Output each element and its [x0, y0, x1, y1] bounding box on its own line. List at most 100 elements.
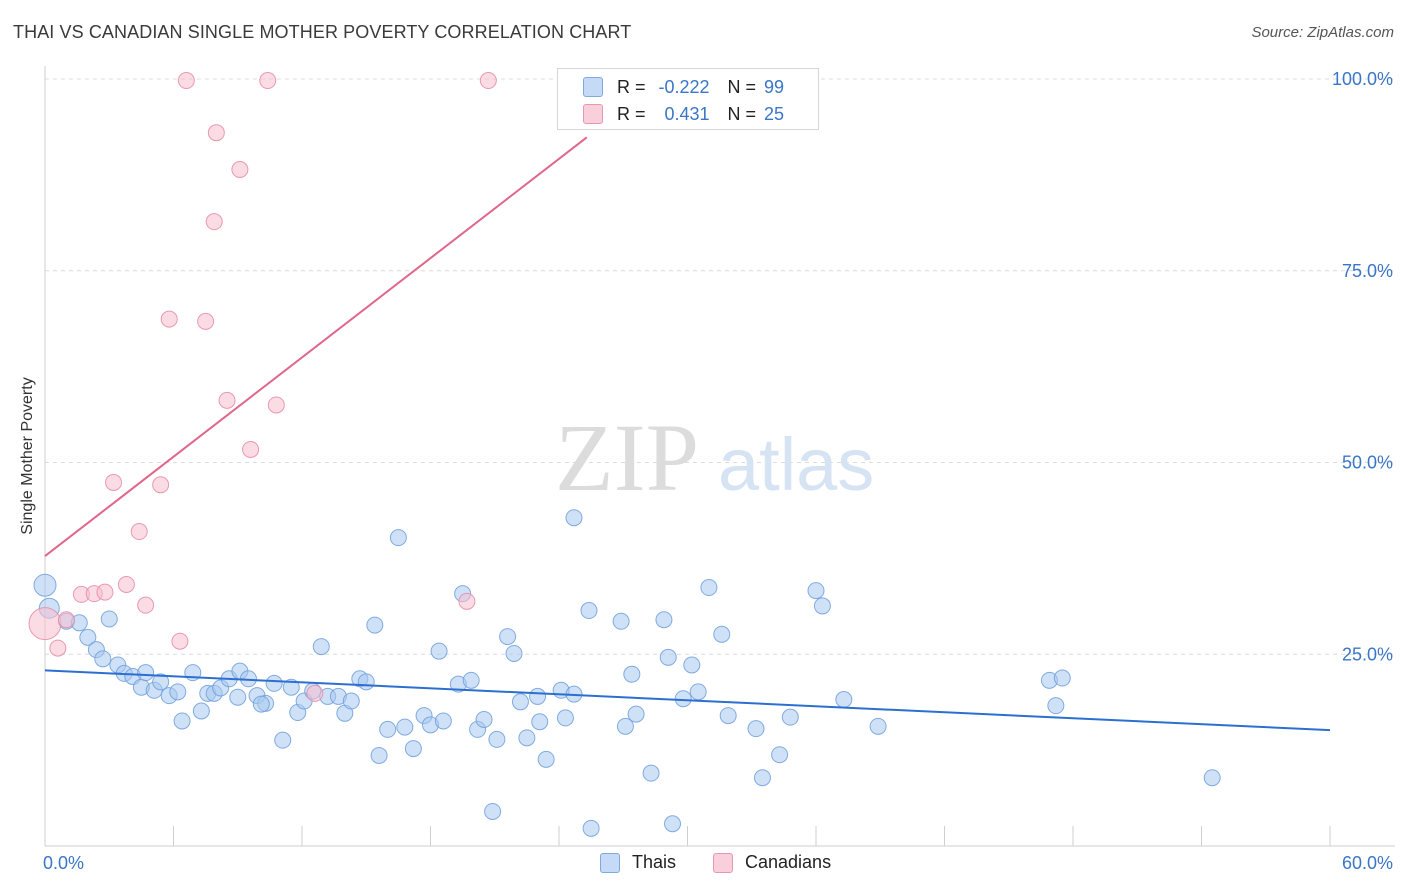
point-thais [79, 628, 97, 646]
watermark-zip: ZIP [555, 404, 699, 511]
point-thais [627, 705, 645, 723]
point-canadians [137, 596, 155, 614]
point-thais [192, 702, 210, 720]
point-canadians [259, 72, 277, 90]
point-thais [719, 707, 737, 725]
point-thais [655, 611, 673, 629]
n-label: N = [727, 76, 757, 97]
point-thais [683, 656, 701, 674]
point-thais [582, 819, 600, 837]
n-value: 25 [764, 103, 785, 124]
grid-lines [45, 78, 1395, 655]
point-canadians [458, 592, 476, 610]
point-thais [229, 688, 247, 706]
point-thais [781, 708, 799, 726]
point-canadians [49, 639, 67, 657]
point-thais [475, 710, 493, 728]
point-canadians [218, 391, 236, 409]
point-canadians [171, 632, 189, 650]
point-canadians [267, 396, 285, 414]
point-canadians [306, 684, 324, 702]
point-thais [370, 746, 388, 764]
point-canadians [197, 312, 215, 330]
r-value: -0.222 [658, 76, 710, 97]
point-thais [169, 683, 187, 701]
canadians-legend-swatch [713, 852, 733, 873]
point-thais [100, 610, 118, 628]
point-canadians [177, 72, 195, 90]
point-thais [33, 573, 57, 597]
canadians-swatch [583, 104, 603, 124]
point-thais [1053, 669, 1071, 687]
point-thais [612, 612, 630, 630]
point-thais [389, 529, 407, 547]
point-thais [518, 729, 536, 747]
point-thais [869, 717, 887, 735]
tick-labels: 25.0% 50.0% 75.0% 100.0% 0.0% 60.0% [43, 69, 1393, 873]
stats-row-thais: R = -0.222 N = 99 [583, 75, 784, 99]
point-canadians [28, 607, 62, 641]
point-canadians [105, 473, 123, 491]
point-canadians [479, 72, 497, 90]
point-canadians [117, 575, 135, 593]
point-canadians [130, 523, 148, 541]
point-thais [366, 616, 384, 634]
point-thais [274, 731, 292, 749]
point-thais [404, 740, 422, 758]
point-thais [813, 597, 831, 615]
stats-row-canadians: R = 0.431 N = 25 [583, 102, 784, 126]
chart-title: THAI VS CANADIAN SINGLE MOTHER POVERTY C… [13, 22, 632, 42]
watermark: ZIP atlas [555, 404, 874, 511]
point-thais [529, 687, 547, 705]
point-thais [580, 602, 598, 620]
point-canadians [242, 440, 260, 458]
trend-lines [44, 136, 1331, 732]
thais-swatch [583, 77, 603, 97]
point-thais [94, 650, 112, 668]
point-thais [531, 713, 549, 731]
y-tick-label: 50.0% [1342, 453, 1393, 473]
point-thais [499, 628, 517, 646]
point-thais [556, 709, 574, 727]
point-thais [835, 691, 853, 709]
point-thais [462, 671, 480, 689]
point-thais [252, 695, 270, 713]
trend-line-thais [44, 669, 1331, 732]
point-thais [700, 579, 718, 597]
point-thais [357, 673, 375, 691]
legend-item-canadians[interactable]: Canadians [713, 852, 831, 873]
point-thais [430, 642, 448, 660]
trend-line-canadians [44, 136, 588, 557]
point-thais [282, 678, 300, 696]
point-thais [689, 683, 707, 701]
point-thais [173, 712, 191, 730]
point-canadians [205, 213, 223, 231]
legend-label-thais: Thais [632, 852, 677, 872]
watermark-atlas: atlas [718, 423, 874, 506]
point-thais [565, 509, 583, 527]
point-canadians [231, 161, 249, 179]
y-tick-label: 25.0% [1342, 644, 1393, 664]
point-thais [537, 750, 555, 768]
x-tick-label: 60.0% [1342, 853, 1393, 873]
point-canadians [57, 611, 75, 629]
point-thais [642, 764, 660, 782]
axes [44, 66, 1395, 847]
point-thais [396, 718, 414, 736]
r-label: R = [617, 103, 646, 124]
legend-item-thais[interactable]: Thais [600, 852, 676, 873]
point-thais [616, 717, 634, 735]
r-label: R = [617, 76, 646, 97]
thais-legend-swatch [600, 852, 620, 873]
point-thais [342, 692, 360, 710]
point-thais [771, 746, 789, 764]
point-thais [379, 720, 397, 738]
point-thais [511, 693, 529, 711]
point-thais [434, 712, 452, 730]
point-thais [664, 815, 682, 833]
point-thais [137, 664, 155, 682]
point-thais [807, 582, 825, 600]
point-thais [747, 720, 765, 738]
n-label: N = [727, 103, 757, 124]
point-thais [1203, 769, 1221, 787]
